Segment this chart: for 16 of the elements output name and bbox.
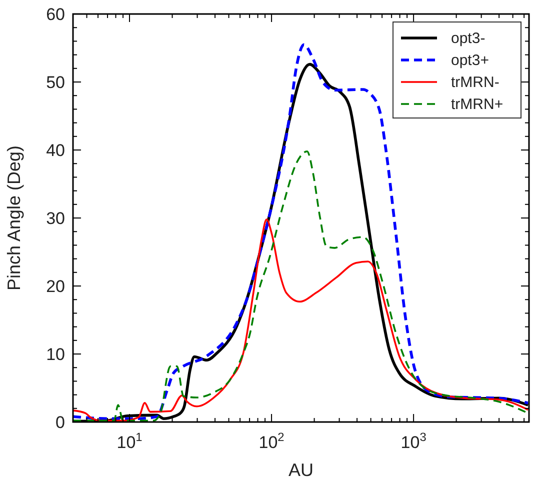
y-tick-label: 20: [46, 277, 65, 296]
legend-label: opt3-: [451, 30, 486, 47]
x-tick-label: 10$^{1}$: [116, 430, 143, 452]
y-tick-label: 50: [46, 73, 65, 92]
x-axis-title: AU: [288, 460, 314, 480]
y-tick-label: 10: [46, 345, 65, 364]
x-tick-label: 10$^{3}$: [400, 430, 427, 452]
legend-label: trMRN-: [451, 74, 500, 91]
y-tick-label: 40: [46, 141, 65, 160]
x-tick-label: 10$^{2}$: [258, 430, 285, 452]
y-tick-label: 30: [46, 209, 65, 228]
y-tick-label: 60: [46, 5, 65, 24]
legend-label: trMRN+: [451, 96, 504, 113]
y-axis-title: Pinch Angle (Deg): [4, 145, 24, 291]
legend-label: opt3+: [451, 52, 490, 69]
y-tick-label: 0: [56, 413, 65, 432]
